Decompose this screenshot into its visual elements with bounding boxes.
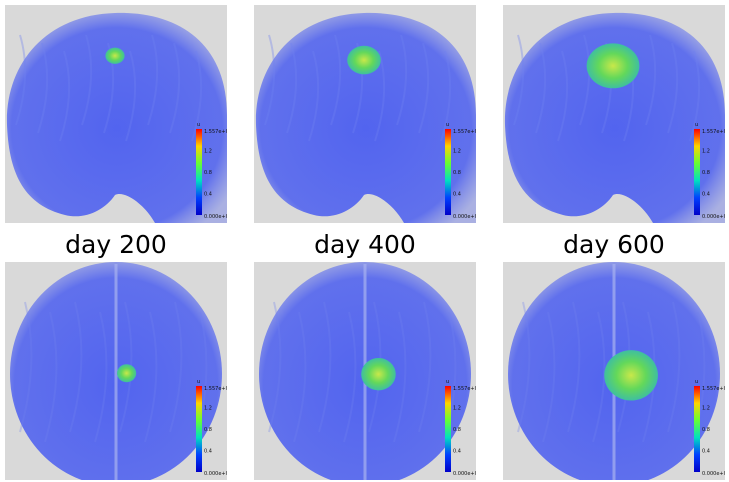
colorbar-min-label: 0.000e+00 [702,214,725,220]
brain-render: u 1.557e+00 1.2 0.8 0.4 0.000e+00 [6,12,227,223]
colorbar: u 1.557e+00 1.2 0.8 0.4 0.000e+00 [445,122,476,220]
colorbar-tick-label: 0.4 [204,449,212,455]
colorbar-tick-label: 0.8 [702,427,710,433]
brain-render: u 1.557e+00 1.2 0.8 0.4 0.000e+00 [255,12,476,223]
colorbar-gradient [445,129,451,215]
colorbar-max-label: 1.557e+00 [204,386,227,392]
colorbar: u 1.557e+00 1.2 0.8 0.4 0.000e+00 [196,379,227,477]
colorbar-title: u [695,379,698,385]
day-label-200: day 200 [65,230,167,259]
colorbar-tick-label: 1.2 [453,406,461,412]
colorbar: u 1.557e+00 1.2 0.8 0.4 0.000e+00 [196,122,227,220]
brain-render: u 1.557e+00 1.2 0.8 0.4 0.000e+00 [10,262,227,480]
colorbar-tick-label: 0.8 [453,427,461,433]
brain-render: u 1.557e+00 1.2 0.8 0.4 0.000e+00 [508,262,725,480]
axial-view-day-400: u 1.557e+00 1.2 0.8 0.4 0.000e+00 [254,262,476,480]
brain-silhouette [255,12,476,223]
colorbar-tick-label: 0.8 [204,427,212,433]
colorbar-min-label: 0.000e+00 [453,471,476,477]
colorbar-tick-label: 0.8 [453,170,461,176]
colorbar-title: u [695,122,698,128]
colorbar-tick-label: 0.4 [702,192,710,198]
colorbar-tick-label: 0.4 [453,449,461,455]
colorbar-tick-label: 0.8 [204,170,212,176]
coronal-view-day-400: u 1.557e+00 1.2 0.8 0.4 0.000e+00 [254,5,476,223]
colorbar-title: u [446,379,449,385]
colorbar-title: u [197,122,200,128]
colorbar-tick-label: 0.4 [702,449,710,455]
colorbar-gradient [196,129,202,215]
axial-view-day-600: u 1.557e+00 1.2 0.8 0.4 0.000e+00 [503,262,725,480]
coronal-view-day-200: u 1.557e+00 1.2 0.8 0.4 0.000e+00 [5,5,227,223]
brain-render: u 1.557e+00 1.2 0.8 0.4 0.000e+00 [259,262,476,480]
colorbar-tick-label: 1.2 [702,149,710,155]
colorbar-title: u [446,122,449,128]
day-label-600: day 600 [563,230,665,259]
tumor-region [347,45,381,75]
tumor-region [361,357,396,391]
colorbar-max-label: 1.557e+00 [453,386,476,392]
colorbar-gradient [694,129,700,215]
colorbar-max-label: 1.557e+00 [702,386,725,392]
colorbar-tick-label: 1.2 [204,149,212,155]
colorbar-tick-label: 1.2 [453,149,461,155]
colorbar-gradient [445,386,451,472]
colorbar: u 1.557e+00 1.2 0.8 0.4 0.000e+00 [694,122,725,220]
colorbar-title: u [197,379,200,385]
colorbar-min-label: 0.000e+00 [453,214,476,220]
colorbar-tick-label: 1.2 [702,406,710,412]
colorbar-tick-label: 0.4 [453,192,461,198]
colorbar: u 1.557e+00 1.2 0.8 0.4 0.000e+00 [445,379,476,477]
brain-silhouette [6,12,227,223]
brain-silhouette [504,12,725,223]
colorbar-max-label: 1.557e+00 [204,129,227,135]
colorbar-min-label: 0.000e+00 [204,214,227,220]
colorbar-gradient [694,386,700,472]
tumor-region [586,43,640,89]
tumor-region [604,350,658,401]
day-label-400: day 400 [314,230,416,259]
colorbar-tick-label: 1.2 [204,406,212,412]
tumor-region [117,364,137,383]
colorbar-gradient [196,386,202,472]
brain-render: u 1.557e+00 1.2 0.8 0.4 0.000e+00 [504,12,725,223]
axial-view-day-200: u 1.557e+00 1.2 0.8 0.4 0.000e+00 [5,262,227,480]
colorbar: u 1.557e+00 1.2 0.8 0.4 0.000e+00 [694,379,725,477]
colorbar-max-label: 1.557e+00 [453,129,476,135]
colorbar-min-label: 0.000e+00 [702,471,725,477]
colorbar-tick-label: 0.8 [702,170,710,176]
colorbar-min-label: 0.000e+00 [204,471,227,477]
colorbar-max-label: 1.557e+00 [702,129,725,135]
tumor-region [105,47,125,64]
colorbar-tick-label: 0.4 [204,192,212,198]
coronal-view-day-600: u 1.557e+00 1.2 0.8 0.4 0.000e+00 [503,5,725,223]
